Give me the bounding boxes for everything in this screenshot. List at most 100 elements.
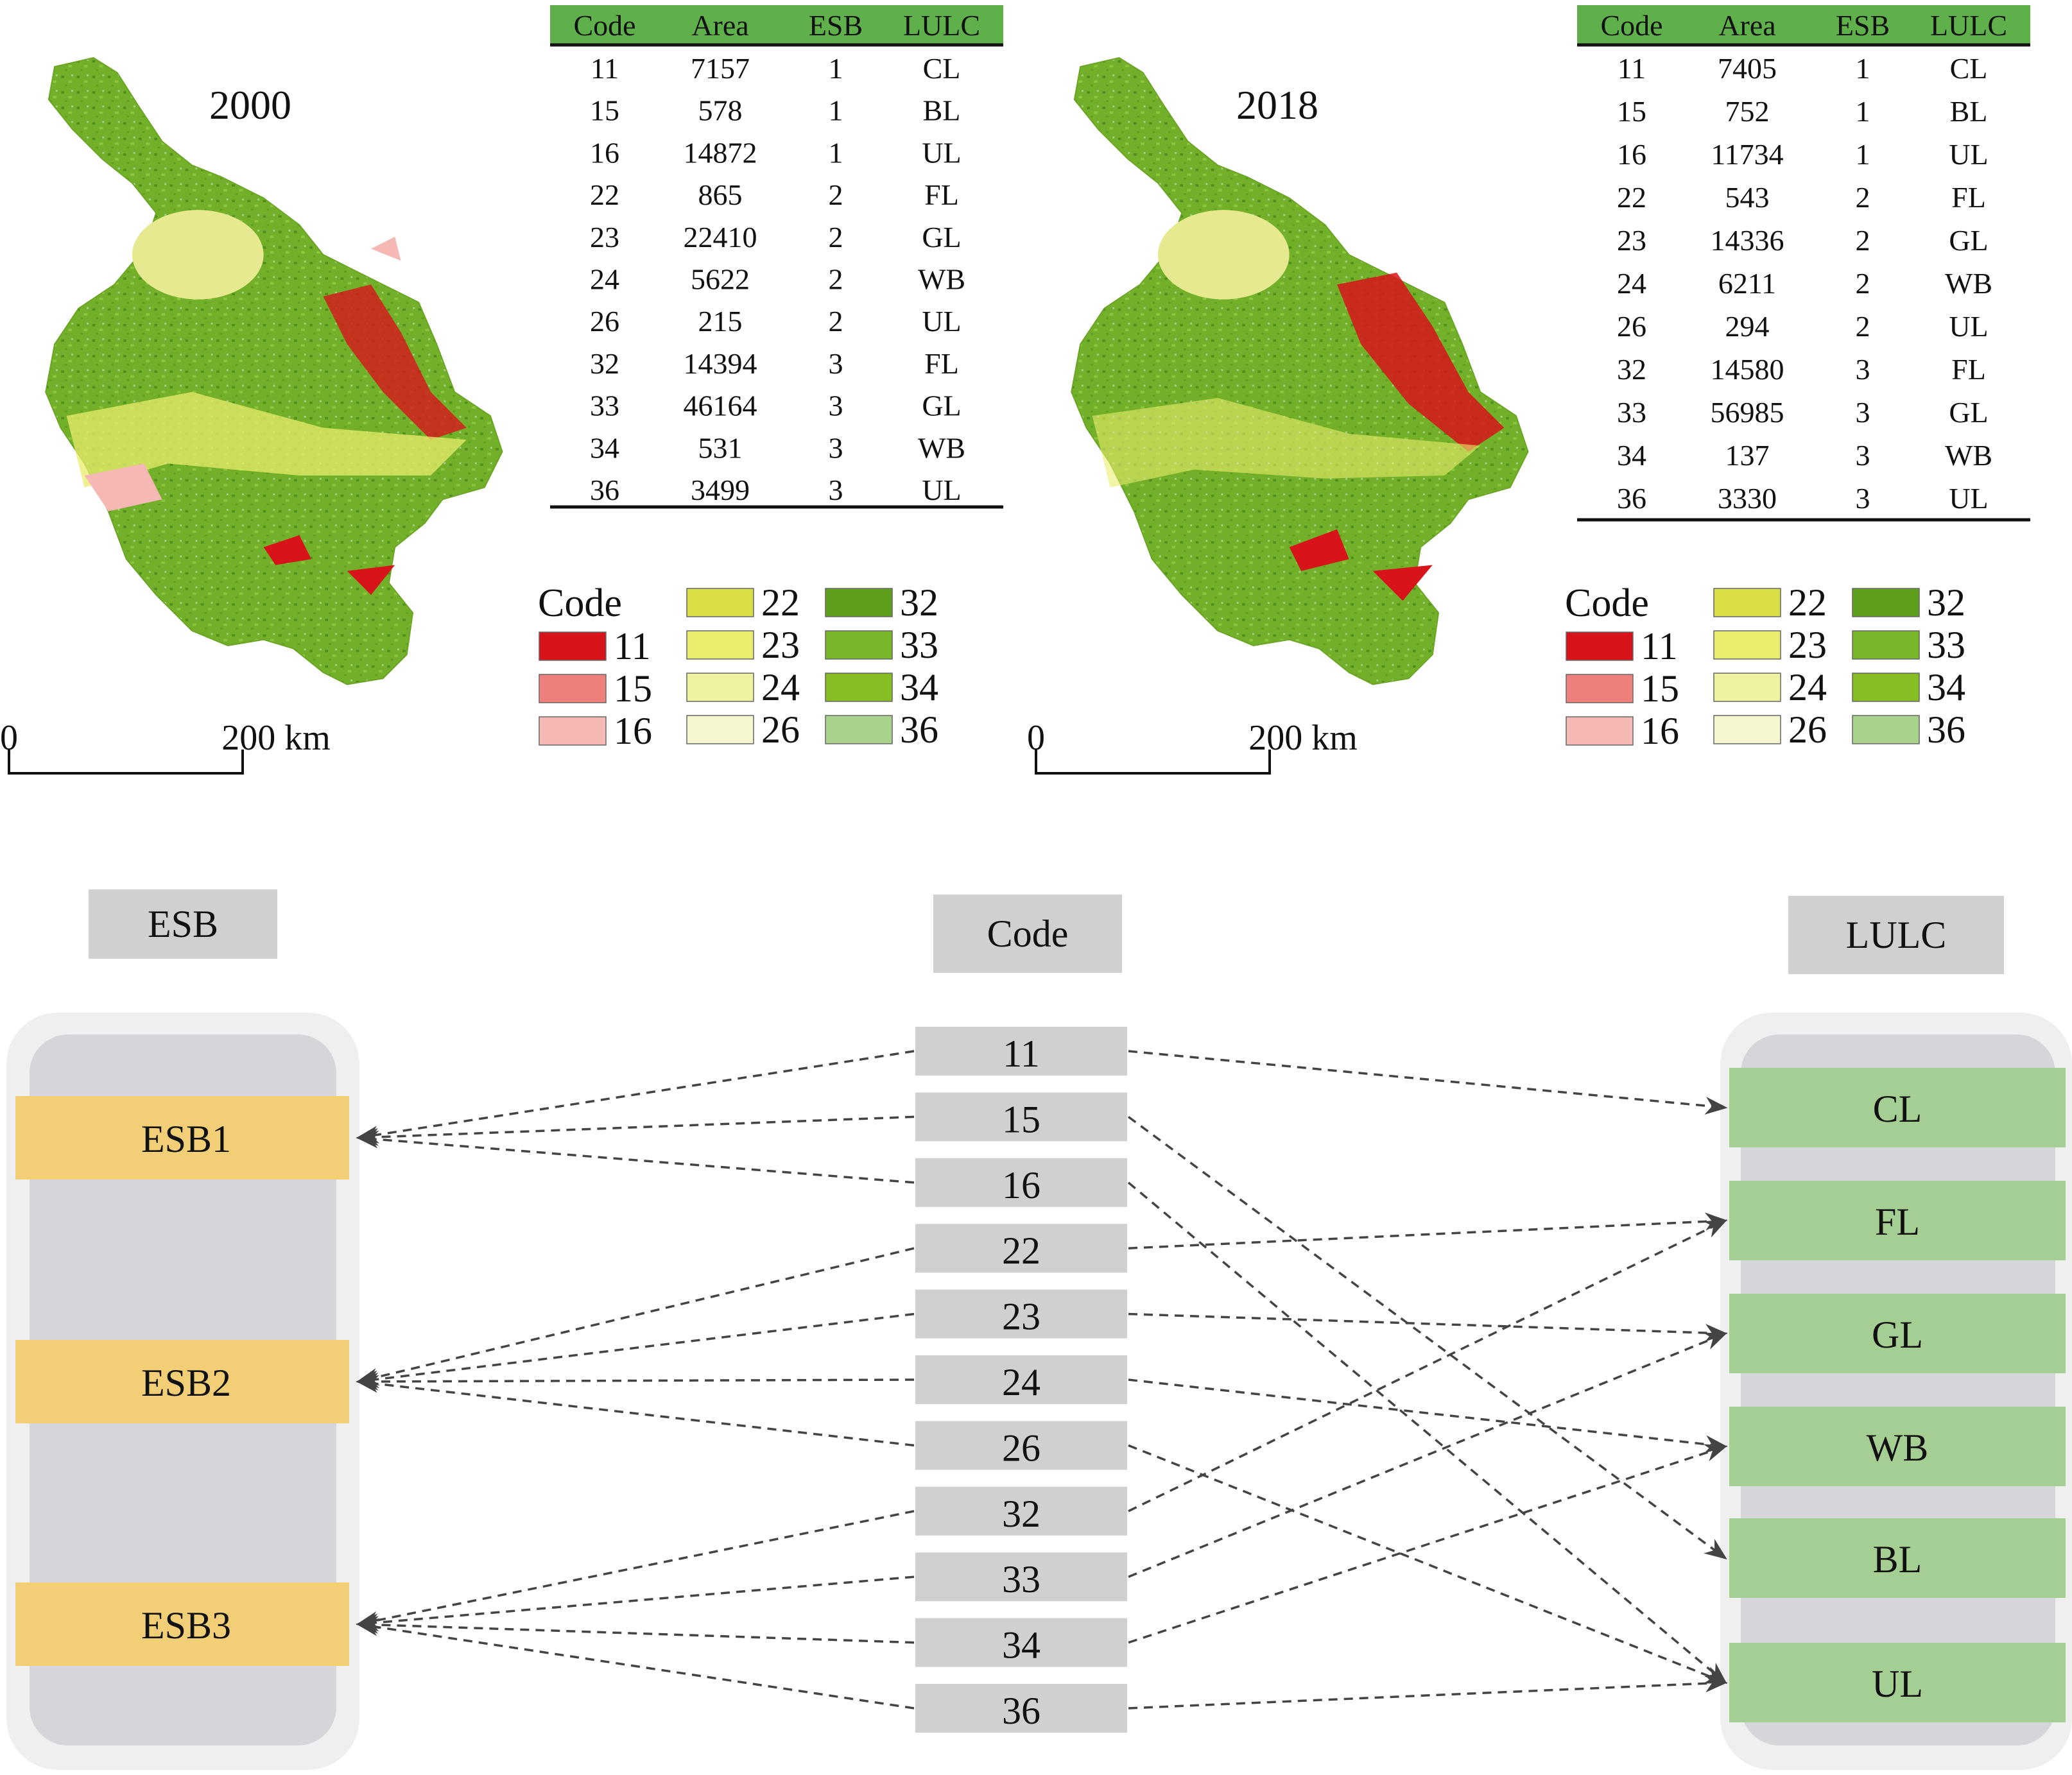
legend-label: 32 bbox=[1927, 581, 1965, 624]
map-year-title: 2000 bbox=[209, 82, 291, 128]
table-cell: 33 bbox=[590, 390, 619, 422]
table-cell: 36 bbox=[1617, 482, 1646, 515]
legend-label: 34 bbox=[900, 666, 938, 708]
table-cell: 294 bbox=[1725, 310, 1770, 343]
lake-area bbox=[132, 210, 264, 300]
table-cell: 7405 bbox=[1718, 52, 1777, 85]
code-box bbox=[915, 1158, 1127, 1207]
legend-label: 33 bbox=[900, 624, 938, 666]
table-cell: GL bbox=[922, 390, 961, 422]
esb-box bbox=[15, 1582, 349, 1666]
table-cell: 578 bbox=[698, 94, 743, 127]
esb-label: ESB3 bbox=[141, 1604, 231, 1647]
legend-swatch bbox=[825, 673, 893, 702]
legend-swatch bbox=[1566, 631, 1634, 661]
code-box bbox=[915, 1355, 1127, 1404]
code-label: 34 bbox=[1002, 1624, 1040, 1667]
legend-label: 26 bbox=[1788, 708, 1827, 751]
map-2018 bbox=[1071, 57, 1529, 685]
legend-label: 36 bbox=[1927, 708, 1965, 751]
table-cell: GL bbox=[1949, 224, 1988, 257]
table-cell: 26 bbox=[590, 305, 619, 338]
legend-label: 16 bbox=[1641, 710, 1679, 752]
table-cell: 3 bbox=[1856, 482, 1870, 515]
legend-label: 22 bbox=[1788, 581, 1827, 624]
table-cell: 3 bbox=[829, 474, 843, 506]
legend-swatch bbox=[825, 588, 893, 617]
lulc-box bbox=[1729, 1294, 2066, 1373]
code-header: Code bbox=[987, 913, 1069, 955]
code-header-box bbox=[933, 895, 1122, 973]
table-cell: UL bbox=[922, 474, 961, 506]
red-patch bbox=[1289, 529, 1433, 601]
table-cell: 24 bbox=[590, 263, 619, 296]
legend-swatch bbox=[1566, 674, 1634, 703]
table-cell: 16 bbox=[590, 136, 619, 169]
table-cell: 11 bbox=[591, 52, 619, 85]
basin-shape bbox=[45, 57, 503, 685]
table-cell: FL bbox=[924, 347, 959, 380]
code-box bbox=[915, 1092, 1127, 1142]
code-label: 11 bbox=[1003, 1033, 1040, 1075]
table-cell: 1 bbox=[829, 52, 843, 85]
code-box bbox=[915, 1486, 1127, 1536]
legend-swatch bbox=[1713, 673, 1781, 702]
legend-label: 15 bbox=[614, 667, 652, 710]
legend-label: 11 bbox=[614, 625, 651, 667]
legend-label: 36 bbox=[900, 708, 938, 751]
code-to-esb-arrow bbox=[356, 1312, 915, 1389]
legend-swatch bbox=[686, 715, 754, 744]
table-cell: 2 bbox=[1856, 267, 1870, 300]
table-cell: CL bbox=[923, 52, 961, 85]
table-cell: 22 bbox=[590, 178, 619, 211]
code-label: 32 bbox=[1002, 1493, 1040, 1535]
table-cell: 16 bbox=[1617, 138, 1646, 171]
code-box bbox=[915, 1421, 1127, 1470]
table-cell: 46164 bbox=[684, 390, 757, 422]
legend-swatch bbox=[1566, 716, 1634, 746]
code-to-esb-arrow bbox=[356, 1510, 915, 1629]
table-cell: 2 bbox=[1856, 224, 1870, 257]
cropland-patches bbox=[323, 284, 467, 440]
lulc-box bbox=[1729, 1407, 2066, 1486]
table-column-header: LULC bbox=[1930, 9, 2007, 42]
legend-swatch bbox=[686, 673, 754, 702]
table-cell: BL bbox=[1950, 95, 1988, 128]
table-cell: 11734 bbox=[1711, 138, 1783, 171]
code-label: 26 bbox=[1002, 1427, 1040, 1469]
code-label: 33 bbox=[1002, 1558, 1040, 1600]
table-cell: 14872 bbox=[684, 136, 757, 169]
lulc-label: FL bbox=[1875, 1201, 1920, 1243]
table-cell: WB bbox=[1945, 267, 1992, 300]
code-to-esb-arrow bbox=[356, 1616, 915, 1644]
pink-patches bbox=[84, 237, 401, 511]
code-label: 23 bbox=[1002, 1296, 1040, 1338]
code-to-lulc-arrow bbox=[1128, 1674, 1728, 1710]
lake-area bbox=[1158, 210, 1290, 300]
lulc-label: WB bbox=[1867, 1427, 1929, 1469]
table-cell: 2 bbox=[1856, 310, 1870, 343]
legend-label: 24 bbox=[761, 666, 800, 708]
legend-swatch bbox=[539, 716, 607, 746]
lulc-box bbox=[1729, 1068, 2066, 1147]
legend-label: 22 bbox=[761, 581, 800, 624]
scale-distance-label: 200 km bbox=[1248, 718, 1358, 758]
scale-zero-label: 0 bbox=[1027, 718, 1045, 758]
code-to-lulc-arrow bbox=[1128, 1444, 1728, 1644]
table-cell: 3 bbox=[829, 431, 843, 464]
table-cell: 865 bbox=[698, 178, 743, 211]
code-to-esb-arrow bbox=[356, 1247, 915, 1386]
table-cell: 3 bbox=[1856, 396, 1870, 429]
map-2000 bbox=[45, 57, 503, 685]
code-to-lulc-arrow bbox=[1128, 1312, 1728, 1342]
legend-swatch bbox=[686, 630, 754, 660]
table-cell: 15 bbox=[590, 94, 619, 127]
table-cell: 5622 bbox=[691, 263, 750, 296]
esb-label: ESB1 bbox=[141, 1118, 231, 1160]
table-column-header: LULC bbox=[903, 9, 980, 42]
table-cell: BL bbox=[923, 94, 961, 127]
table-cell: 137 bbox=[1725, 439, 1770, 472]
table-cell: 56985 bbox=[1711, 396, 1784, 429]
esb-box bbox=[15, 1340, 349, 1423]
table-column-header: Code bbox=[1600, 9, 1662, 42]
